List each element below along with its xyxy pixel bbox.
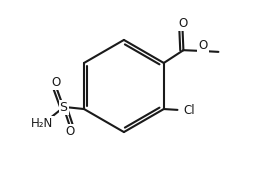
Text: O: O [66, 125, 75, 138]
Text: H₂N: H₂N [31, 117, 53, 130]
Text: S: S [60, 101, 68, 114]
Text: Cl: Cl [183, 104, 195, 117]
Text: O: O [178, 17, 187, 30]
Text: O: O [51, 76, 60, 89]
Text: O: O [198, 39, 208, 52]
